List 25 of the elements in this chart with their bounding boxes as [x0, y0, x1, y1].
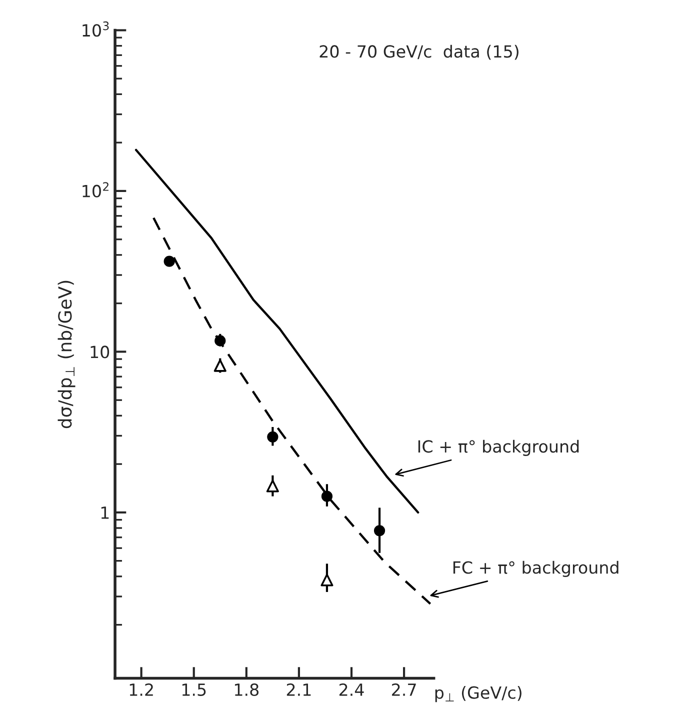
- point: [321, 490, 333, 502]
- x-tick-label: 2.4: [339, 683, 364, 696]
- line-series: [134, 148, 420, 514]
- x-tick-label: 1.5: [182, 684, 206, 696]
- y-tick-label: 1: [101, 506, 109, 519]
- point: [214, 335, 226, 346]
- point: [267, 431, 278, 442]
- x-tick-label: 1.8: [234, 683, 259, 696]
- point: [164, 256, 175, 267]
- x-tick-label: 1.2: [130, 683, 153, 696]
- x-tick-label: 2.1: [286, 683, 311, 696]
- annotation: IC + π° background: [418, 440, 579, 456]
- annotation: 20 - 70 GeV/c data (15): [320, 44, 518, 60]
- x-axis-title: p$_{⊥}$ (GeV/c): [435, 686, 522, 702]
- line-series: [152, 216, 432, 605]
- y-tick-label: 10$^{2}$: [82, 182, 108, 198]
- point: [266, 480, 279, 492]
- y-tick-label: 10$^{3}$: [82, 21, 109, 37]
- x-tick-label: 2.7: [392, 683, 416, 696]
- point: [320, 574, 334, 586]
- y-axis-title: dσ/dp$_{⊥}$ (nb/GeV): [58, 280, 76, 428]
- point: [374, 525, 386, 536]
- y-tick-label: 10: [90, 346, 110, 358]
- point: [214, 359, 226, 372]
- annotation: FC + π° background: [453, 560, 618, 578]
